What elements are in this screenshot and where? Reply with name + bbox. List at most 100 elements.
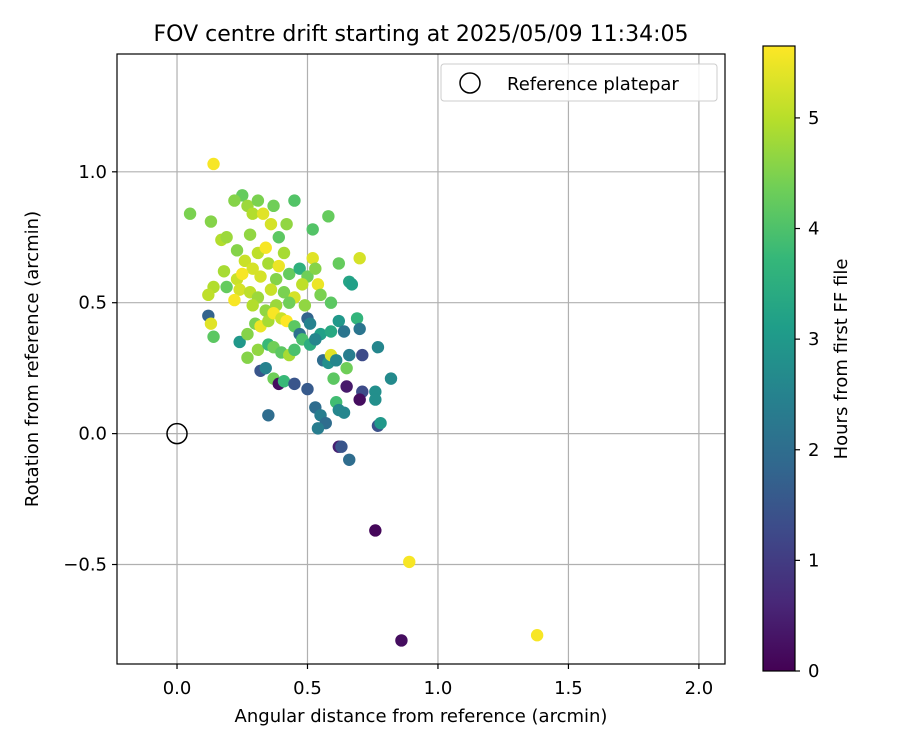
data-point — [343, 348, 356, 362]
colorbar-tick-label: 4 — [808, 219, 819, 240]
data-point — [303, 317, 317, 330]
data-point — [246, 207, 259, 220]
grid-lines — [117, 54, 725, 664]
data-point — [243, 228, 257, 241]
data-point — [298, 299, 312, 312]
data-point — [301, 382, 314, 396]
data-point — [356, 348, 369, 362]
data-point — [262, 409, 275, 422]
data-point — [264, 283, 278, 296]
data-point — [324, 296, 338, 309]
reference-platepar-marker — [166, 422, 188, 445]
data-point — [246, 262, 259, 275]
x-axis-label: Angular distance from reference (arcmin) — [235, 706, 608, 727]
data-point — [309, 262, 322, 275]
x-tick-label: 0.0 — [163, 678, 192, 699]
data-point — [329, 354, 343, 367]
colorbar-tick-label: 3 — [808, 329, 819, 350]
data-point — [264, 217, 278, 231]
data-point — [233, 283, 246, 296]
data-point — [322, 210, 335, 223]
data-point — [403, 555, 416, 569]
data-point — [306, 252, 319, 265]
data-point — [306, 223, 319, 236]
chart-title: FOV centre drift starting at 2025/05/09 … — [154, 22, 689, 47]
colorbar: 0 1 2 3 4 5 Hours from first FF file — [762, 45, 852, 682]
data-point — [353, 322, 366, 336]
data-point — [369, 393, 382, 406]
data-point — [337, 406, 351, 419]
data-point — [343, 453, 356, 466]
data-point — [207, 330, 220, 343]
colorbar-gradient — [762, 45, 796, 672]
data-point — [277, 286, 291, 299]
data-point — [332, 314, 346, 328]
y-tick-label: 0.5 — [78, 293, 107, 314]
colorbar-tick-label: 2 — [808, 440, 819, 461]
y-tick-label: −0.5 — [63, 555, 107, 576]
data-point — [228, 293, 241, 307]
data-point — [283, 267, 296, 281]
legend: Reference platepar — [440, 63, 718, 102]
data-point — [241, 351, 254, 364]
colorbar-tick-label: 1 — [808, 550, 819, 571]
data-point — [220, 280, 233, 294]
data-point — [345, 278, 359, 291]
data-point — [353, 393, 366, 406]
data-point — [217, 265, 231, 278]
data-point — [335, 440, 348, 453]
data-point — [233, 335, 246, 349]
data-point — [371, 341, 385, 354]
data-point — [327, 372, 340, 385]
x-tick-label: 1.0 — [424, 678, 453, 699]
data-point — [254, 270, 267, 283]
data-point — [241, 327, 254, 341]
data-point — [353, 252, 366, 265]
data-point — [311, 278, 325, 291]
data-point — [309, 333, 322, 346]
data-point — [204, 317, 218, 330]
data-point — [288, 194, 301, 207]
data-point — [272, 231, 285, 244]
colorbar-ticks: 0 1 2 3 4 5 — [795, 108, 819, 682]
data-point — [246, 299, 259, 312]
data-point — [259, 361, 272, 375]
data-point — [277, 375, 291, 388]
data-point — [293, 262, 306, 275]
data-point — [296, 278, 309, 291]
data-point — [262, 257, 275, 270]
x-tick-label: 0.5 — [293, 678, 322, 699]
data-point — [530, 629, 544, 642]
data-point — [272, 259, 285, 273]
data-point — [350, 312, 364, 325]
data-point — [202, 288, 215, 302]
data-point — [288, 343, 301, 357]
data-point — [230, 244, 244, 257]
data-point — [220, 231, 233, 244]
colorbar-label: Hours from first FF file — [831, 259, 852, 460]
data-points — [183, 157, 544, 647]
data-point — [324, 325, 338, 338]
data-point — [256, 207, 270, 220]
plot-frame — [116, 53, 726, 665]
legend-label: Reference platepar — [507, 74, 679, 95]
y-tick-label: 1.0 — [78, 162, 107, 183]
data-point — [251, 194, 265, 207]
data-point — [283, 296, 296, 309]
y-tick-label: 0.0 — [78, 424, 107, 445]
data-point — [280, 217, 293, 231]
colorbar-tick-label: 5 — [808, 108, 819, 129]
y-axis-label: Rotation from reference (arcmin) — [22, 211, 43, 507]
data-point — [395, 634, 408, 647]
data-point — [267, 199, 280, 213]
data-point — [183, 207, 197, 220]
data-point — [337, 325, 351, 338]
data-point — [207, 157, 220, 171]
data-point — [236, 267, 249, 281]
x-tick-label: 2.0 — [685, 678, 714, 699]
data-point — [259, 241, 272, 254]
data-point — [340, 380, 353, 393]
data-point — [314, 288, 327, 302]
data-point — [288, 377, 301, 391]
